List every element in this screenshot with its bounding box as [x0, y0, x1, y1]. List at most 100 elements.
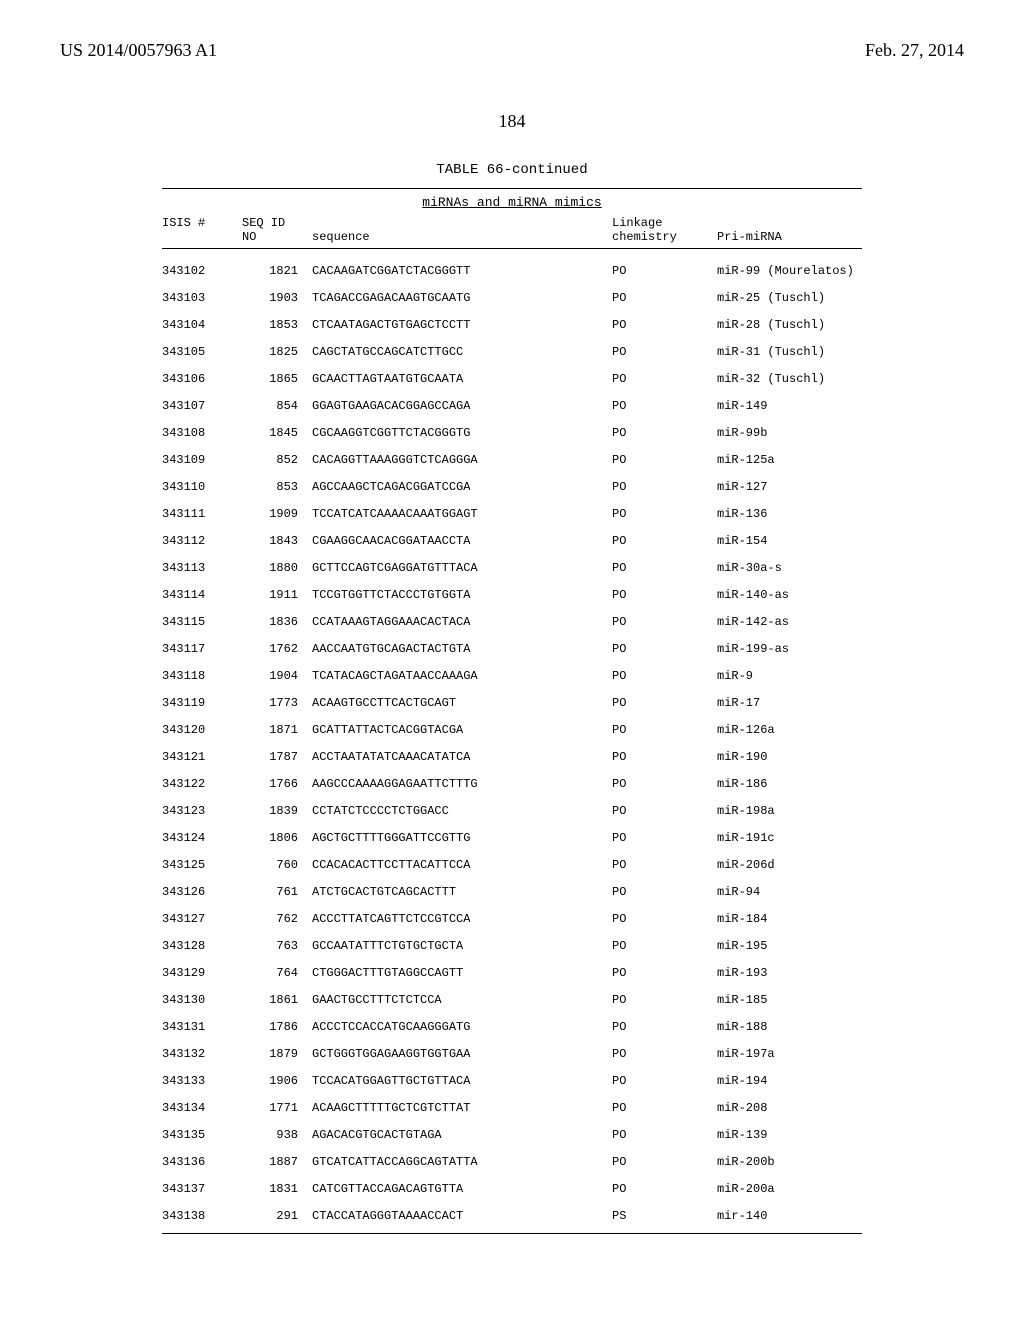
cell-isis: 343120	[162, 723, 242, 737]
cell-linkage: PO	[612, 939, 717, 953]
cell-seq: 760	[242, 858, 312, 872]
cell-linkage: PS	[612, 1209, 717, 1223]
cell-pri-mirna: miR-30a-s	[717, 561, 862, 575]
cell-pri-mirna: miR-136	[717, 507, 862, 521]
cell-isis: 343136	[162, 1155, 242, 1169]
cell-isis: 343121	[162, 750, 242, 764]
table-row: 3431031903TCAGACCGAGACAAGTGCAATGPOmiR-25…	[162, 284, 862, 311]
cell-linkage: PO	[612, 1047, 717, 1061]
cell-linkage: PO	[612, 264, 717, 278]
cell-isis: 343138	[162, 1209, 242, 1223]
cell-pri-mirna: miR-194	[717, 1074, 862, 1088]
cell-linkage: PO	[612, 588, 717, 602]
cell-sequence: CTACCATAGGGTAAAACCACT	[312, 1209, 612, 1223]
table-row: 3431211787ACCTAATATATCAAACATATCAPOmiR-19…	[162, 743, 862, 770]
cell-sequence: CAGCTATGCCAGCATCTTGCC	[312, 345, 612, 359]
cell-seq: 1853	[242, 318, 312, 332]
cell-pri-mirna: mir-140	[717, 1209, 862, 1223]
cell-sequence: CACAAGATCGGATCTACGGGTT	[312, 264, 612, 278]
cell-sequence: CTGGGACTTTGTAGGCCAGTT	[312, 966, 612, 980]
table-row: 3431151836CCATAAAGTAGGAAACACTACAPOmiR-14…	[162, 608, 862, 635]
cell-linkage: PO	[612, 453, 717, 467]
cell-sequence: AGACACGTGCACTGTAGA	[312, 1128, 612, 1142]
cell-pri-mirna: miR-197a	[717, 1047, 862, 1061]
cell-seq: 1786	[242, 1020, 312, 1034]
table-row: 343125760CCACACACTTCCTTACATTCCAPOmiR-206…	[162, 851, 862, 878]
cell-isis: 343125	[162, 858, 242, 872]
cell-linkage: PO	[612, 831, 717, 845]
col-seq-bot: NO	[242, 230, 312, 244]
table-row: 3431171762AACCAATGTGCAGACTACTGTAPOmiR-19…	[162, 635, 862, 662]
cell-sequence: ACAAGTGCCTTCACTGCAGT	[312, 696, 612, 710]
cell-isis: 343115	[162, 615, 242, 629]
cell-linkage: PO	[612, 372, 717, 386]
cell-linkage: PO	[612, 966, 717, 980]
cell-isis: 343135	[162, 1128, 242, 1142]
cell-seq: 1821	[242, 264, 312, 278]
cell-seq: 1887	[242, 1155, 312, 1169]
cell-pri-mirna: miR-31 (Tuschl)	[717, 345, 862, 359]
cell-pri-mirna: miR-199-as	[717, 642, 862, 656]
cell-isis: 343127	[162, 912, 242, 926]
cell-isis: 343137	[162, 1182, 242, 1196]
cell-pri-mirna: miR-139	[717, 1128, 862, 1142]
cell-sequence: CCACACACTTCCTTACATTCCA	[312, 858, 612, 872]
cell-seq: 1762	[242, 642, 312, 656]
cell-sequence: ACCTAATATATCAAACATATCA	[312, 750, 612, 764]
cell-linkage: PO	[612, 1155, 717, 1169]
col-linkage-top: Linkage	[612, 216, 717, 230]
cell-isis: 343133	[162, 1074, 242, 1088]
cell-isis: 343103	[162, 291, 242, 305]
column-headers: ISIS # SEQ ID NO sequence Linkage chemis…	[162, 214, 862, 249]
cell-isis: 343110	[162, 480, 242, 494]
cell-sequence: TCCGTGGTTCTACCCTGTGGTA	[312, 588, 612, 602]
cell-sequence: TCCACATGGAGTTGCTGTTACA	[312, 1074, 612, 1088]
cell-sequence: ACCCTCCACCATGCAAGGGATG	[312, 1020, 612, 1034]
table-row: 343129764CTGGGACTTTGTAGGCCAGTTPOmiR-193	[162, 959, 862, 986]
cell-linkage: PO	[612, 1182, 717, 1196]
cell-seq: 1771	[242, 1101, 312, 1115]
cell-seq: 1831	[242, 1182, 312, 1196]
table-row: 3431331906TCCACATGGAGTTGCTGTTACAPOmiR-19…	[162, 1067, 862, 1094]
cell-linkage: PO	[612, 804, 717, 818]
cell-pri-mirna: miR-208	[717, 1101, 862, 1115]
cell-linkage: PO	[612, 1128, 717, 1142]
cell-pri-mirna: miR-140-as	[717, 588, 862, 602]
cell-seq: 1911	[242, 588, 312, 602]
cell-seq: 1825	[242, 345, 312, 359]
cell-isis: 343123	[162, 804, 242, 818]
cell-pri-mirna: miR-188	[717, 1020, 862, 1034]
cell-isis: 343108	[162, 426, 242, 440]
cell-sequence: AACCAATGTGCAGACTACTGTA	[312, 642, 612, 656]
cell-sequence: CGCAAGGTCGGTTCTACGGGTG	[312, 426, 612, 440]
cell-isis: 343118	[162, 669, 242, 683]
cell-sequence: CACAGGTTAAAGGGTCTCAGGGA	[312, 453, 612, 467]
cell-linkage: PO	[612, 615, 717, 629]
cell-isis: 343128	[162, 939, 242, 953]
cell-seq: 1806	[242, 831, 312, 845]
table-rule-bottom	[162, 1233, 862, 1234]
table-row: 3431141911TCCGTGGTTCTACCCTGTGGTAPOmiR-14…	[162, 581, 862, 608]
cell-pri-mirna: miR-142-as	[717, 615, 862, 629]
cell-sequence: TCATACAGCTAGATAACCAAAGA	[312, 669, 612, 683]
table-row: 3431361887GTCATCATTACCAGGCAGTATTAPOmiR-2…	[162, 1148, 862, 1175]
cell-pri-mirna: miR-193	[717, 966, 862, 980]
cell-linkage: PO	[612, 993, 717, 1007]
table-row: 3431041853CTCAATAGACTGTGAGCTCCTTPOmiR-28…	[162, 311, 862, 338]
table-row: 3431181904TCATACAGCTAGATAACCAAAGAPOmiR-9	[162, 662, 862, 689]
cell-isis: 343107	[162, 399, 242, 413]
table-row: 343128763GCCAATATTTCTGTGCTGCTAPOmiR-195	[162, 932, 862, 959]
cell-linkage: PO	[612, 1101, 717, 1115]
cell-isis: 343126	[162, 885, 242, 899]
cell-sequence: GCATTATTACTCACGGTACGA	[312, 723, 612, 737]
cell-pri-mirna: miR-185	[717, 993, 862, 1007]
cell-pri-mirna: miR-195	[717, 939, 862, 953]
cell-pri-mirna: miR-28 (Tuschl)	[717, 318, 862, 332]
col-pri: Pri-miRNA	[717, 230, 782, 244]
cell-isis: 343114	[162, 588, 242, 602]
table-row: 3431341771ACAAGCTTTTTGCTCGTCTTATPOmiR-20…	[162, 1094, 862, 1121]
table-row: 343107854GGAGTGAAGACACGGAGCCAGAPOmiR-149	[162, 392, 862, 419]
cell-sequence: CCTATCTCCCCTCTGGACC	[312, 804, 612, 818]
cell-isis: 343122	[162, 777, 242, 791]
cell-pri-mirna: miR-127	[717, 480, 862, 494]
